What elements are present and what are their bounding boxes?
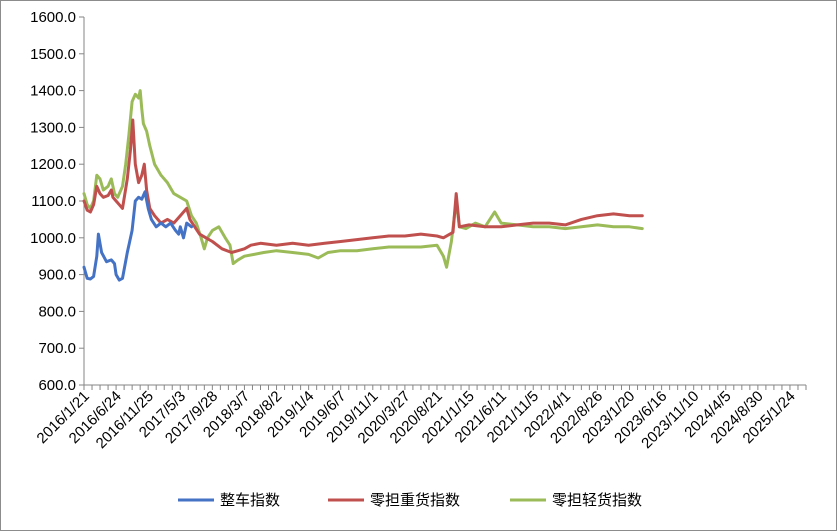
- y-tick-label: 900.0: [38, 267, 76, 284]
- y-tick-label: 600.0: [38, 377, 76, 394]
- legend-label-0: 整车指数: [220, 491, 280, 509]
- x-tick-labels: 2016/1/212016/6/242016/11/252017/5/32017…: [34, 388, 799, 452]
- y-tick-label: 1300.0: [30, 119, 76, 136]
- y-tick-label: 700.0: [38, 340, 76, 357]
- y-tick-label: 1100.0: [31, 193, 76, 210]
- y-tick-label: 1200.0: [30, 156, 76, 173]
- legend-label-2: 零担轻货指数: [552, 491, 642, 509]
- series-layer: [82, 89, 644, 282]
- y-tick-label: 1400.0: [30, 83, 76, 100]
- series-line-1: [82, 118, 644, 254]
- legend: 整车指数 零担重货指数 零担轻货指数: [178, 491, 642, 509]
- y-tick-label: 800.0: [38, 303, 76, 320]
- plot-axes: [79, 16, 807, 390]
- y-tick-label: 1600.0: [30, 9, 76, 26]
- legend-label-1: 零担重货指数: [370, 491, 460, 509]
- y-tick-labels: 600.0 700.0 800.0 900.0 1000.0 1100.0 1200.0 13…: [30, 9, 76, 394]
- y-tick-label: 1500.0: [30, 46, 76, 63]
- y-tick-label: 1000.0: [30, 230, 76, 247]
- series-line-2: [82, 89, 644, 269]
- series-line-0: [82, 190, 193, 282]
